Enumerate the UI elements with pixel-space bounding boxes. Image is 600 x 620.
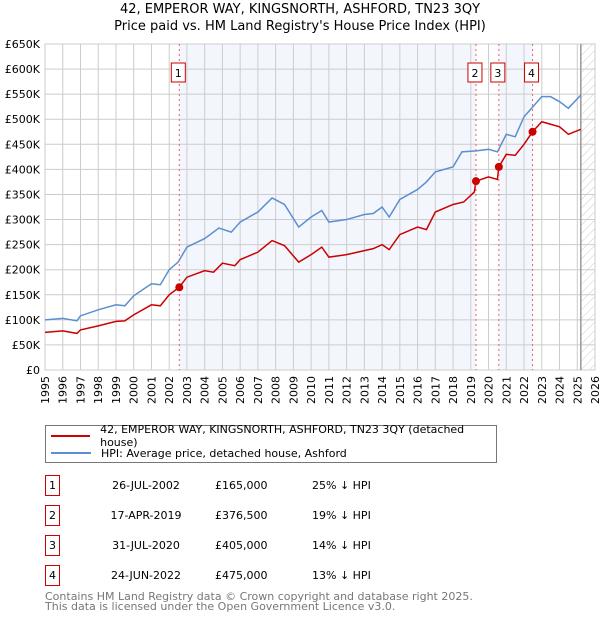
x-tick-label: 2024 [554,376,567,404]
x-tick-label: 2009 [287,376,300,404]
y-tick-label: £400K [5,163,41,176]
x-tick-label: 2018 [447,376,460,404]
x-tick-label: 2007 [252,376,265,404]
legend-swatch-blue [51,452,91,454]
x-tick-label: 2014 [376,376,389,404]
table-row: 2 17-APR-2019 £376,500 19% ↓ HPI [45,505,545,526]
x-tick-label: 2012 [341,376,354,404]
sale-point [494,162,503,171]
sale-label: 3 [494,67,501,80]
table-row: 3 31-JUL-2020 £405,000 14% ↓ HPI [45,535,545,556]
legend-item-hpi: HPI: Average price, detached house, Ashf… [46,445,347,461]
sale-hpi-diff: 13% ↓ HPI [312,569,371,582]
sale-label-box [467,62,483,83]
x-tick-label: 2000 [128,376,141,404]
y-tick-label: £450K [5,138,41,151]
x-tick-label: 2015 [394,376,407,404]
x-tick-label: 2021 [500,376,513,404]
x-tick-label: 2013 [358,376,371,404]
x-tick-label: 2019 [465,376,478,404]
legend-swatch-red [51,435,91,437]
x-tick-label: 2008 [270,376,283,404]
x-tick-label: 2026 [589,376,600,404]
footer-licence: This data is licensed under the Open Gov… [45,600,396,613]
x-tick-label: 2017 [429,376,442,404]
y-tick-label: £650K [5,38,41,51]
sale-hpi-diff: 19% ↓ HPI [312,509,371,522]
x-tick-label: 1995 [39,376,52,404]
x-tick-label: 2016 [412,376,425,404]
y-tick-label: £500K [5,113,41,126]
sale-price: £165,000 [215,479,268,492]
x-tick-label: 2004 [199,376,212,404]
sale-date: 26-JUL-2002 [112,479,180,492]
sale-label-box [170,62,186,83]
sale-number: 3 [45,535,60,556]
y-tick-label: £200K [5,264,41,277]
x-tick-label: 2006 [234,376,247,404]
legend-label: 42, EMPEROR WAY, KINGSNORTH, ASHFORD, TN… [100,423,465,449]
y-tick-label: £350K [5,188,41,201]
sale-date: 24-JUN-2022 [110,569,182,582]
chart-title: 42, EMPEROR WAY, KINGSNORTH, ASHFORD, TN… [119,2,481,17]
sale-date: 31-JUL-2020 [112,539,180,552]
sale-price: £376,500 [215,509,268,522]
x-tick-label: 1996 [57,376,70,404]
sale-point [471,177,480,186]
plot-frame [44,43,596,371]
sale-label-box [490,62,506,83]
x-tick-label: 2020 [483,376,496,404]
sale-number: 2 [45,505,60,526]
x-tick-label: 2005 [216,376,229,404]
chart-subtitle: Price paid vs. HM Land Registry's House … [114,19,486,34]
x-tick-label: 2010 [305,376,318,404]
y-tick-label: £0 [26,364,40,377]
price-paid-line [44,120,582,335]
x-tick-label: 2003 [181,376,194,404]
x-tick-label: 1997 [74,376,87,404]
sale-number: 1 [45,475,60,496]
x-tick-label: 2002 [163,376,176,404]
sale-price: £405,000 [215,539,268,552]
sale-number: 4 [45,565,60,586]
y-tick-label: £150K [5,289,41,302]
table-row: 1 26-JUL-2002 £165,000 25% ↓ HPI [45,475,545,496]
x-tick-label: 2001 [145,376,158,404]
sale-label: 2 [471,67,478,80]
x-tick-label: 2011 [323,376,336,404]
table-row: 4 24-JUN-2022 £475,000 13% ↓ HPI [45,565,545,586]
x-tick-label: 1999 [110,376,123,404]
y-tick-label: £250K [5,239,41,252]
ownership-shade [179,44,476,370]
sale-label: 1 [175,67,182,80]
y-tick-label: £600K [5,63,41,76]
sale-hpi-diff: 25% ↓ HPI [312,479,371,492]
legend: 42, EMPEROR WAY, KINGSNORTH, ASHFORD, TN… [45,423,497,463]
sale-price: £475,000 [215,569,268,582]
x-tick-label: 2025 [571,376,584,404]
sale-point [175,283,184,292]
x-tick-label: 2023 [536,376,549,404]
y-tick-label: £100K [5,314,41,327]
sale-hpi-diff: 14% ↓ HPI [312,539,371,552]
future-hatch [580,44,595,370]
sale-point [528,127,537,136]
sale-date: 17-APR-2019 [110,509,182,522]
x-tick-label: 1998 [92,376,105,404]
legend-label: HPI: Average price, detached house, Ashf… [101,446,347,460]
x-tick-label: 2022 [518,376,531,404]
sale-label-box [524,62,540,83]
footer-copyright: Contains HM Land Registry data © Crown c… [45,590,473,603]
ownership-shade [498,44,533,370]
price-chart: 1995 1996 1997 1998 1999 2000 2001 2002 2003 2004… [5,38,600,404]
legend-item-property: 42, EMPEROR WAY, KINGSNORTH, ASHFORD, TN… [46,423,496,449]
sale-label: 4 [528,67,535,80]
y-tick-label: £50K [12,339,41,352]
y-tick-label: £300K [5,214,41,227]
y-tick-label: £550K [5,88,41,101]
hpi-line [44,94,582,322]
